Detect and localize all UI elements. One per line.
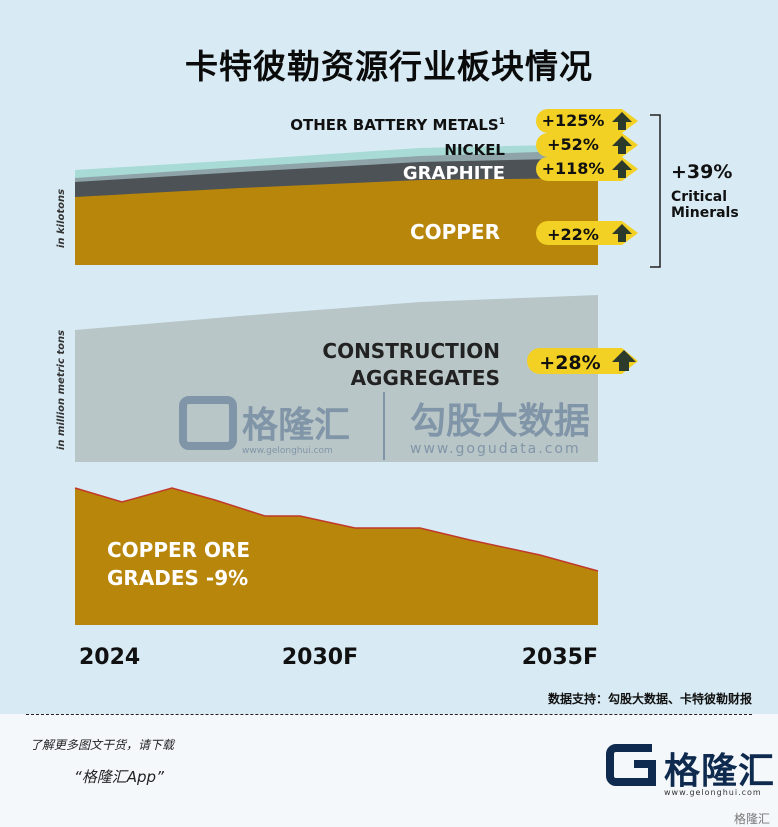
bracket-total: +39% [671,161,732,183]
logo-text: 格隆汇 [664,751,776,792]
logo-url: www.gelonghui.com [664,788,762,797]
footer-promo-line2: “格隆汇App” [74,768,164,786]
bracket-line2: Minerals [671,205,739,221]
area-copper [75,178,598,265]
panel-ore-grades: COPPER ORE GRADES -9% [74,487,599,625]
series-label-construction-1: CONSTRUCTION [322,339,500,363]
svg-text:+28%: +28% [539,352,600,374]
series-label-ore-2: GRADES -9% [107,566,248,590]
svg-text:勾股大数据: 勾股大数据 [410,401,590,442]
source-note: 数据支持：勾股大数据、卡特彼勒财报 [547,692,752,706]
up-arrow-icon [612,112,632,130]
series-label-ore-1: COPPER ORE [107,538,250,562]
x-tick-2035f: 2035F [522,645,598,670]
panel-critical-minerals: in kilotons OTHER BATTERY METALS1 NICKEL… [56,109,739,268]
bracket [650,114,661,268]
up-arrow-icon [612,136,632,154]
corner-watermark: 格隆汇 [733,812,770,826]
svg-text:+22%: +22% [547,225,599,244]
svg-text:+52%: +52% [547,135,599,154]
svg-text:+118%: +118% [542,159,605,178]
series-label-other: OTHER BATTERY METALS1 [290,116,505,134]
svg-text:www.gogudata.com: www.gogudata.com [410,441,581,457]
svg-text:格隆汇: 格隆汇 [242,405,350,446]
watermark-logo-icon [179,396,237,450]
bracket-line1: Critical [671,189,727,205]
x-tick-2024: 2024 [79,645,140,670]
watermark: 格隆汇 www.gelonghui.com 勾股大数据 www.gogudata… [179,392,590,460]
badge-nickel: +52% [536,133,638,157]
divider [26,714,752,715]
series-label-copper: COPPER [410,220,500,244]
ylabel-million-tons: in million metric tons [56,330,67,450]
x-tick-2030f: 2030F [282,645,358,670]
chart-canvas: in kilotons OTHER BATTERY METALS1 NICKEL… [56,109,739,670]
ylabel-kilotons: in kilotons [56,189,67,248]
page-title: 卡特彼勒资源行业板块情况 [185,47,593,86]
series-label-construction-2: AGGREGATES [351,366,500,390]
area-copper-ore-grades [75,488,598,625]
up-arrow-icon [612,160,632,178]
logo-icon [606,744,656,786]
badge-copper: +22% [536,221,638,245]
ore-grades-line [74,487,599,572]
badge-construction: +28% [527,348,638,374]
series-label-nickel: NICKEL [444,141,505,159]
svg-text:+125%: +125% [542,111,605,130]
up-arrow-icon [612,350,636,371]
badge-graphite: +118% [536,157,638,181]
series-label-graphite: GRAPHITE [403,163,505,184]
footer: 了解更多图文干货，请下载 “格隆汇App” 格隆汇 www.gelonghui.… [0,714,778,827]
up-arrow-icon [612,224,632,242]
footer-promo-line1: 了解更多图文干货，请下载 [30,738,175,752]
panel-construction: in million metric tons CONSTRUCTION AGGR… [56,295,638,462]
badge-other: +125% [536,109,638,133]
area-construction-aggregates [75,295,598,462]
svg-text:www.gelonghui.com: www.gelonghui.com [242,446,333,456]
